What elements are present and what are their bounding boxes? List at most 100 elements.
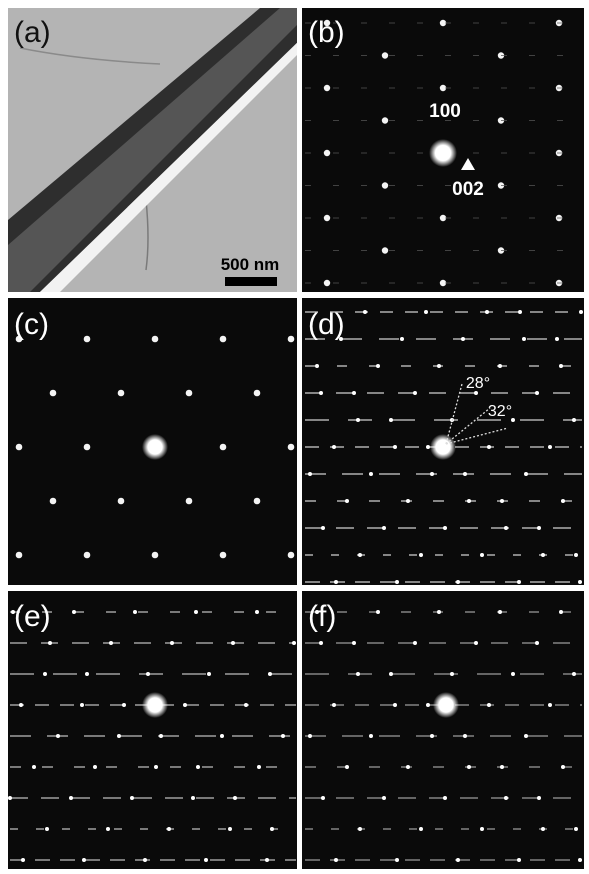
diffraction-spot (561, 765, 565, 769)
diffraction-spot (84, 552, 91, 559)
diffraction-spot (45, 827, 49, 831)
diffraction-spot (369, 472, 373, 476)
diffraction-spot (16, 444, 23, 451)
diffraction-spot (480, 553, 484, 557)
diffraction-spot (32, 765, 36, 769)
diffraction-spot (426, 703, 430, 707)
diffraction-spot (574, 827, 578, 831)
diffraction-spot (504, 796, 508, 800)
diffraction-spot (511, 672, 515, 676)
diffraction-spot (413, 391, 417, 395)
diffraction-spot (19, 703, 23, 707)
diffraction-spot (578, 858, 582, 862)
diffraction-spot (288, 336, 295, 343)
diffraction-spot (186, 498, 193, 505)
diffraction-spot (191, 796, 195, 800)
diffraction-spot (535, 641, 539, 645)
diffraction-spot (376, 610, 380, 614)
diffraction-spot (487, 703, 491, 707)
panel-label: (a) (14, 16, 51, 49)
diffraction-spot (500, 499, 504, 503)
diffraction-spot (537, 796, 541, 800)
diffraction-spot (332, 703, 336, 707)
diffraction-spot (324, 150, 330, 156)
diffraction-spot (389, 418, 393, 422)
diffraction-spot (152, 336, 159, 343)
diffraction-spot (363, 310, 367, 314)
diffraction-spot (413, 641, 417, 645)
diffraction-spot (358, 827, 362, 831)
diffraction-spot (517, 580, 521, 584)
diffraction-spot (572, 418, 576, 422)
diffraction-spot (345, 499, 349, 503)
diffraction-spot (319, 641, 323, 645)
figure: 500 nm (a) 100 002 (b) (c) 28° 32° (d) (0, 0, 589, 874)
diffraction-spot (474, 641, 478, 645)
diffraction-spot (220, 444, 227, 451)
diffraction-spot (143, 858, 147, 862)
spot-label: 100 (429, 101, 461, 122)
diffraction-spot (504, 526, 508, 530)
diffraction-spot (270, 827, 274, 831)
diffraction-spot (461, 337, 465, 341)
diffraction-spot (382, 247, 388, 253)
diffraction-spot (220, 552, 227, 559)
diffraction-spot (16, 552, 23, 559)
diffraction-spot (281, 734, 285, 738)
diffraction-spot (21, 858, 25, 862)
diffraction-spot (334, 580, 338, 584)
diffraction-spot (334, 858, 338, 862)
diffraction-spot (345, 765, 349, 769)
diffraction-spot (220, 336, 227, 343)
diffraction-spot (443, 526, 447, 530)
diffraction-spot (106, 827, 110, 831)
diffraction-spot (376, 364, 380, 368)
diffraction-spot (480, 827, 484, 831)
diffraction-spot (85, 672, 89, 676)
diffraction-spot (395, 580, 399, 584)
diffraction-spot (50, 498, 57, 505)
diffraction-spot (308, 734, 312, 738)
spot-label: 002 (452, 179, 484, 200)
diffraction-spot (419, 553, 423, 557)
diffraction-spot (204, 858, 208, 862)
panel-label: (b) (308, 16, 345, 49)
diffraction-spot (254, 498, 261, 505)
diffraction-spot (321, 526, 325, 530)
diffraction-spot (56, 734, 60, 738)
diffraction-spot (194, 610, 198, 614)
diffraction-spot (522, 337, 526, 341)
diffraction-spot (424, 310, 428, 314)
diffraction-spot (231, 641, 235, 645)
diffraction-spot (152, 552, 159, 559)
diffraction-spot (220, 734, 224, 738)
diffraction-spot (228, 827, 232, 831)
diffraction-spot (292, 641, 296, 645)
diffraction-spot (406, 765, 410, 769)
diffraction-spot (84, 336, 91, 343)
diffraction-spot (548, 703, 552, 707)
diffraction-spot (524, 472, 528, 476)
diffraction-spot (207, 672, 211, 676)
diffraction-spot (443, 796, 447, 800)
diffraction-spot (467, 499, 471, 503)
diffraction-spot (548, 445, 552, 449)
diffraction-spot (487, 445, 491, 449)
diffraction-spot (524, 734, 528, 738)
diffraction-spot (500, 765, 504, 769)
diffraction-spot (485, 310, 489, 314)
diffraction-spot (186, 390, 193, 397)
diffraction-spot (467, 765, 471, 769)
diffraction-spot (498, 610, 502, 614)
angle-label: 32° (488, 403, 512, 420)
diffraction-spot (456, 858, 460, 862)
diffraction-spot (50, 390, 57, 397)
diffraction-spot (288, 552, 295, 559)
diffraction-spot (517, 858, 521, 862)
diffraction-spot (254, 390, 261, 397)
diffraction-spot (265, 858, 269, 862)
diffraction-spot (369, 734, 373, 738)
diffraction-spot (80, 703, 84, 707)
diffraction-spot (48, 641, 52, 645)
diffraction-spot (130, 796, 134, 800)
